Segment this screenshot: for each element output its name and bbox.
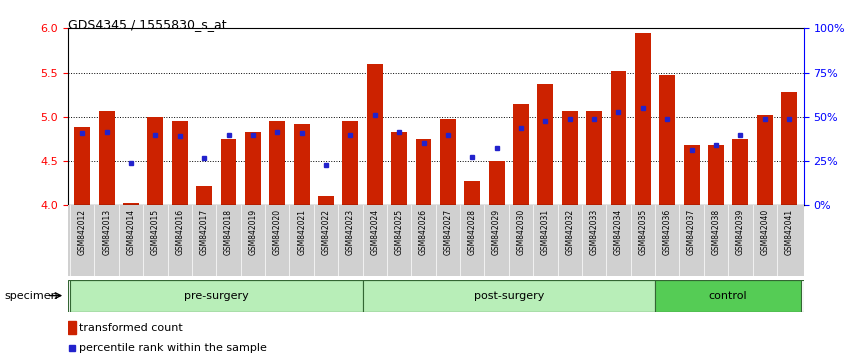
Text: GSM842028: GSM842028 [468,209,477,255]
Bar [611,71,626,205]
Bar [269,121,285,205]
Bar [757,115,772,205]
Text: GSM842012: GSM842012 [78,209,87,255]
Bar [221,139,236,205]
Bar [708,145,724,205]
Bar [440,120,456,205]
Text: GDS4345 / 1555830_s_at: GDS4345 / 1555830_s_at [68,18,226,31]
Text: GSM842026: GSM842026 [419,209,428,255]
Bar [318,196,334,205]
Text: GSM842037: GSM842037 [687,209,696,255]
Text: GSM842018: GSM842018 [224,209,233,255]
Bar [655,280,801,312]
Bar [343,121,359,205]
Bar [562,110,578,205]
Text: GSM842014: GSM842014 [127,209,135,255]
Bar [586,110,602,205]
Text: post-surgery: post-surgery [474,291,544,301]
Bar [684,145,700,205]
Bar [294,124,310,205]
Text: GSM842035: GSM842035 [639,209,647,255]
Bar [635,33,651,205]
Bar [74,127,91,205]
Text: GSM842030: GSM842030 [517,209,525,255]
Text: GSM842036: GSM842036 [662,209,672,255]
Text: GSM842031: GSM842031 [541,209,550,255]
Bar [124,202,139,205]
Bar [196,186,212,205]
Bar [415,139,431,205]
Bar [245,132,261,205]
Bar [99,110,114,205]
Text: percentile rank within the sample: percentile rank within the sample [79,343,266,353]
Text: GSM842020: GSM842020 [272,209,282,255]
Bar [464,181,481,205]
Bar [70,280,363,312]
Text: GSM842038: GSM842038 [711,209,721,255]
Bar [489,161,504,205]
Text: GSM842013: GSM842013 [102,209,111,255]
Text: GSM842040: GSM842040 [761,209,769,255]
Text: GSM842032: GSM842032 [565,209,574,255]
Text: specimen: specimen [4,291,58,301]
Bar [147,117,163,205]
Text: GSM842015: GSM842015 [151,209,160,255]
Text: GSM842027: GSM842027 [443,209,453,255]
Text: GSM842025: GSM842025 [394,209,404,255]
Text: GSM842039: GSM842039 [736,209,744,255]
Text: transformed count: transformed count [79,323,183,333]
Text: GSM842022: GSM842022 [321,209,331,255]
Text: GSM842017: GSM842017 [200,209,209,255]
Bar [367,64,382,205]
Bar [659,75,675,205]
Text: GSM842041: GSM842041 [784,209,794,255]
Text: GSM842019: GSM842019 [249,209,257,255]
Bar [537,84,553,205]
Text: GSM842021: GSM842021 [297,209,306,255]
Text: GSM842024: GSM842024 [371,209,379,255]
Text: control: control [709,291,748,301]
Bar [781,92,797,205]
Bar [513,103,529,205]
Bar [68,321,76,334]
Text: GSM842033: GSM842033 [590,209,599,255]
Text: GSM842034: GSM842034 [614,209,623,255]
Text: GSM842029: GSM842029 [492,209,501,255]
Text: GSM842016: GSM842016 [175,209,184,255]
Bar [391,132,407,205]
Text: GSM842023: GSM842023 [346,209,354,255]
Bar [733,139,748,205]
Bar [172,121,188,205]
Bar [363,280,655,312]
Text: pre-surgery: pre-surgery [184,291,249,301]
